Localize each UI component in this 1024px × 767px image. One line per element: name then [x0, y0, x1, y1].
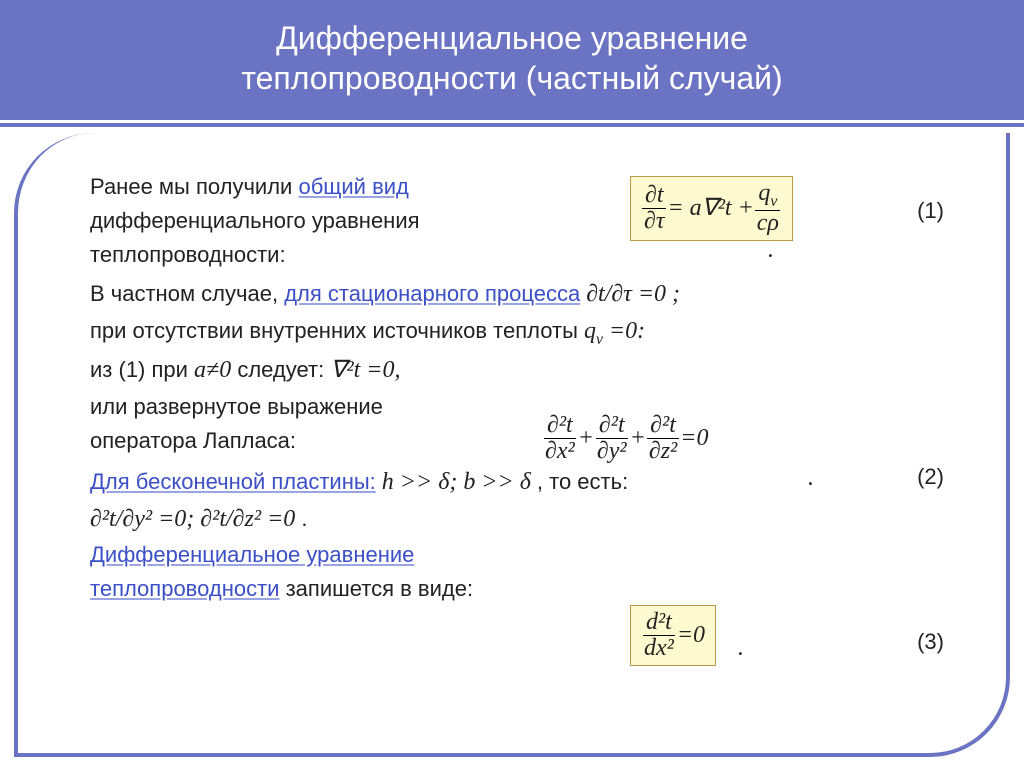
paragraph-8: оператора Лапласа: — [90, 424, 974, 458]
eq1-rhs-fraction: qv cρ — [754, 181, 782, 236]
equation-2-number: (2) — [917, 460, 944, 494]
header-underline — [0, 123, 1024, 127]
lap-den-z: ∂z² — [646, 439, 680, 464]
paragraph-12: теплопроводности запишется в виде: — [90, 572, 974, 606]
eq1-lhs-den: ∂τ — [641, 209, 667, 234]
paragraph-2: дифференциального уравнения — [90, 204, 974, 238]
paragraph-4: В частном случае, для стационарного проц… — [90, 276, 974, 313]
text-span: теплопроводности: — [90, 242, 286, 267]
paragraph-3: теплопроводности: — [90, 238, 974, 272]
equation-3-box: d²t dx² =0 — [630, 605, 716, 666]
paragraph-11: Дифференциальное уравнение — [90, 538, 974, 572]
text-span: следует: — [231, 357, 330, 382]
qv-v: v — [770, 193, 777, 210]
text-span: из (1) при — [90, 357, 194, 382]
eq3-fraction: d²t dx² — [641, 610, 677, 661]
inline-eq-stationary: ∂t/∂τ =0 ; — [580, 281, 680, 307]
qv-q: q — [758, 180, 770, 206]
lap-frac-z: ∂²t ∂z² — [646, 413, 680, 464]
text-dot: . — [295, 506, 307, 531]
inline-eq-plate-simplify: ∂²t/∂y² =0; ∂²t/∂z² =0 — [90, 506, 295, 532]
inline-eq-hbdelta: h >> δ; b >> δ — [376, 469, 537, 495]
lap-eq0: =0 — [680, 420, 708, 457]
qv-q2: q — [584, 318, 596, 344]
paragraph-6: из (1) при a≠0 следует: ∇²t =0, — [90, 352, 974, 389]
lap-plus-1: + — [578, 420, 594, 457]
paragraph-9: Для бесконечной пластины: h >> δ; b >> δ… — [90, 464, 974, 501]
inline-eq-anz: a≠0 — [194, 357, 231, 383]
eq1-mid: = a∇²t + — [667, 190, 753, 227]
paragraph-10: ∂²t/∂y² =0; ∂²t/∂z² =0 . — [90, 501, 974, 538]
text-span: , то есть: — [537, 469, 628, 494]
eq1-lhs-fraction: ∂t ∂τ — [641, 183, 667, 234]
emphasis-infinite-plate: Для бесконечной пластины: — [90, 469, 376, 494]
eq3-period: . — [738, 630, 744, 667]
slide-title-header: Дифференциальное уравнение теплопроводно… — [0, 0, 1024, 120]
text-span: запишется в виде: — [279, 576, 473, 601]
lap-den-x: ∂x² — [542, 439, 578, 464]
eq3-rhs: =0 — [677, 617, 705, 654]
qv-zero: =0: — [603, 318, 645, 344]
emphasis-heat-cond: теплопроводности — [90, 576, 279, 601]
lap-num-x: ∂²t — [544, 413, 576, 439]
lap-plus-2: + — [630, 420, 646, 457]
paragraph-7: или развернутое выражение — [90, 390, 974, 424]
equation-1-number: (1) — [917, 194, 944, 228]
eq1-rhs-num: qv — [755, 181, 780, 211]
eq1-period: . — [768, 232, 774, 269]
text-span: Ранее мы получили — [90, 174, 298, 199]
emphasis-stationary: для стационарного процесса — [284, 281, 580, 306]
title-line-1: Дифференциальное уравнение — [20, 18, 1004, 58]
emphasis-diff-eq: Дифференциальное уравнение — [90, 542, 414, 567]
lap-frac-x: ∂²t ∂x² — [542, 413, 578, 464]
slide-body: Ранее мы получили общий вид дифференциал… — [90, 170, 974, 606]
eq3-num: d²t — [643, 610, 675, 636]
emphasis-general-form: общий вид — [298, 174, 408, 199]
equation-3-number: (3) — [917, 625, 944, 659]
inline-eq-nabla: ∇²t =0, — [330, 357, 400, 383]
lap-den-y: ∂y² — [594, 439, 630, 464]
paragraph-1: Ранее мы получили общий вид — [90, 170, 974, 204]
text-span: В частном случае, — [90, 281, 284, 306]
equation-2-laplace: ∂²t ∂x² + ∂²t ∂y² + ∂²t ∂z² =0 — [542, 413, 708, 464]
inline-eq-qv: qv =0: — [584, 318, 645, 344]
lap-frac-y: ∂²t ∂y² — [594, 413, 630, 464]
paragraph-5: при отсутствии внутренних источников теп… — [90, 313, 974, 352]
lap-num-y: ∂²t — [596, 413, 628, 439]
eq1-lhs-num: ∂t — [642, 183, 667, 209]
text-span: при отсутствии внутренних источников теп… — [90, 318, 584, 343]
qv-v2: v — [596, 331, 603, 348]
eq2-period: . — [808, 460, 814, 497]
eq3-den: dx² — [641, 636, 677, 661]
title-line-2: теплопроводности (частный случай) — [20, 58, 1004, 98]
lap-num-z: ∂²t — [647, 413, 679, 439]
